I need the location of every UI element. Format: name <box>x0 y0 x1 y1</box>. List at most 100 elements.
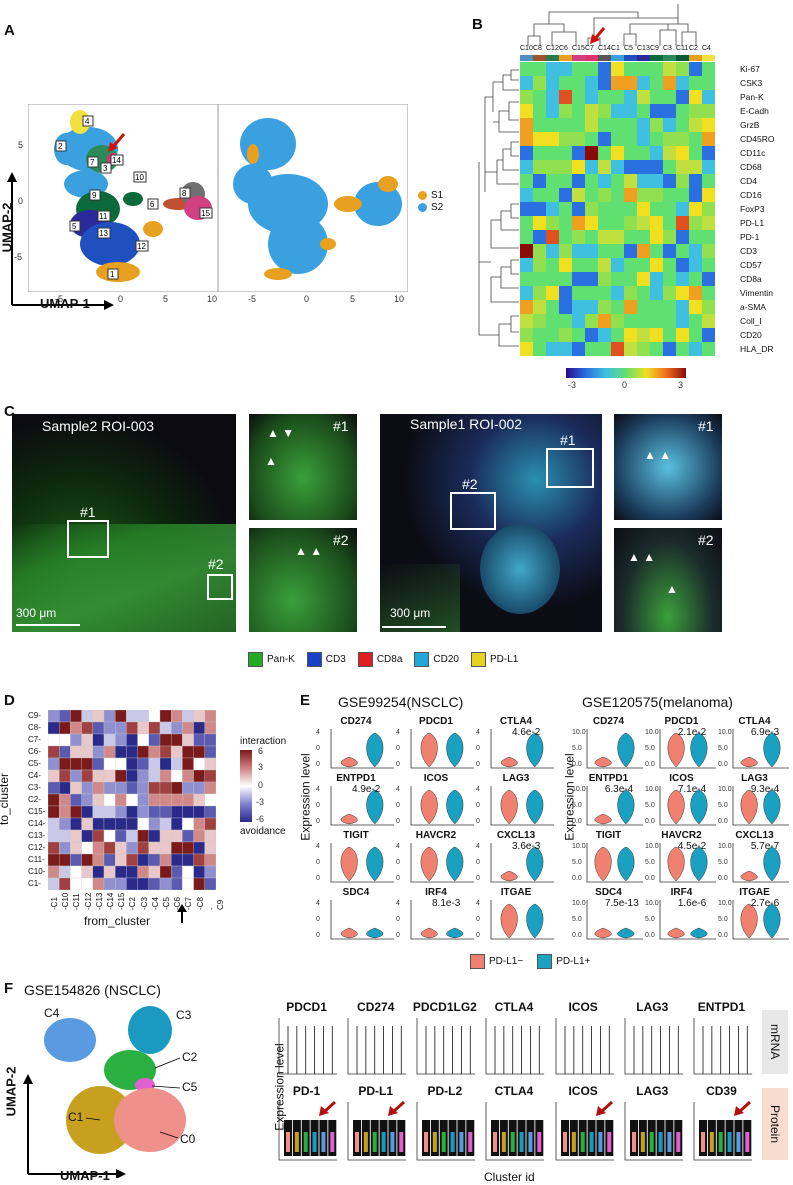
c-left-zoom-1-label: #1 <box>333 418 349 434</box>
d-heatmap-cell <box>137 721 149 735</box>
e-violin-ytick: 0 <box>316 916 320 923</box>
d-heatmap-cell <box>48 841 60 855</box>
b-heatmap-cell <box>650 132 664 147</box>
b-heatmap-cell <box>676 272 690 287</box>
b-heatmap-cell <box>676 174 690 189</box>
b-heatmap-cell <box>559 258 573 273</box>
b-heatmap-cell <box>572 342 586 356</box>
d-heatmap-cell <box>103 733 116 747</box>
b-heatmap-cell <box>611 90 625 105</box>
d-heatmap-cell <box>126 877 138 890</box>
d-col-label: -C13 <box>94 892 104 910</box>
d-heatmap-cell <box>137 769 149 783</box>
e-violin-plot <box>732 900 789 940</box>
d-heatmap-cell <box>81 745 93 759</box>
e-violin-ytick: 0 <box>396 916 400 923</box>
f-violin-plot <box>278 1102 338 1161</box>
b-heatmap-cell <box>559 230 573 245</box>
b-heatmap-cell <box>559 160 573 175</box>
c-right-roi-label-2: #2 <box>462 476 478 492</box>
b-col-label: C1 <box>611 45 620 52</box>
f-gene-label: ENTPD1 <box>697 1000 746 1014</box>
d-heatmap-cell <box>92 793 105 807</box>
b-heatmap-cell <box>650 160 664 175</box>
d-heatmap-cell <box>204 745 216 759</box>
d-heatmap-cell <box>103 721 116 735</box>
f-violin-cluster-core <box>562 1132 567 1152</box>
b-heatmap-cell <box>650 328 664 343</box>
e-violin-pvalue: 7.1e-4 <box>677 784 707 795</box>
b-heatmap-cell <box>624 104 638 119</box>
f-violin-plot <box>555 1018 614 1075</box>
b-heatmap-cell <box>520 272 534 287</box>
d-legend-tick-4: -3 <box>256 797 265 807</box>
b-row-dendrogram <box>478 69 519 347</box>
b-heatmap-cell <box>546 342 560 356</box>
d-heatmap-cell <box>148 757 161 771</box>
d-heatmap-cell <box>115 745 127 759</box>
e-violin-gene-label: CXCL13 <box>735 830 774 841</box>
b-heatmap-cell <box>611 272 625 287</box>
e-left-ylabel: Expression level <box>298 753 313 841</box>
d-heatmap-cell <box>182 781 194 795</box>
b-heatmap-cell <box>546 160 560 175</box>
b-heatmap-cell <box>650 104 664 119</box>
b-heatmap-cell <box>676 132 690 147</box>
b-heatmap-cell <box>559 146 573 161</box>
e-violin-plot <box>490 843 554 883</box>
b-heatmap-cell <box>702 62 715 77</box>
b-heatmap-cell <box>689 76 703 91</box>
d-row-label: C2- <box>28 795 41 804</box>
f-violin-cluster-core <box>736 1132 741 1152</box>
cluster-label-1: 1 <box>110 270 115 279</box>
e-violin-ytick: 0 <box>476 859 480 866</box>
e-violin <box>617 732 635 768</box>
b-heatmap-cell <box>637 286 651 301</box>
b-heatmap-cell <box>689 328 703 343</box>
f-violin-cluster-core <box>511 1132 516 1152</box>
d-heatmap-cell <box>115 757 127 771</box>
d-heatmap-cell <box>115 769 127 783</box>
d-heatmap-cell <box>92 853 105 867</box>
d-heatmap-cell <box>148 829 161 843</box>
d-heatmap-cell <box>126 853 138 867</box>
b-heatmap-cell <box>585 174 599 189</box>
e-violin <box>500 870 518 882</box>
b-heatmap-cell <box>585 132 599 147</box>
white-triangle-icon: ▲ ▲ <box>295 544 323 558</box>
b-heatmap-cell <box>624 342 638 356</box>
d-heatmap-cell <box>115 793 127 807</box>
d-heatmap-cell <box>59 865 71 879</box>
white-triangle-icon: ▲ ▲ <box>628 550 656 564</box>
b-heatmap-cell <box>585 104 599 119</box>
d-heatmap-cell <box>59 793 71 807</box>
b-heatmap-cell <box>533 146 547 161</box>
f-gene-label: ICOS <box>568 1000 598 1014</box>
b-heatmap-cell <box>624 230 638 245</box>
b-heatmap-cell <box>637 146 651 161</box>
d-heatmap-cell <box>48 793 60 807</box>
b-heatmap-cell <box>676 300 690 315</box>
e-violin-ytick: 4 <box>396 729 400 736</box>
d-heatmap-cell <box>81 877 93 890</box>
f-gene-label: LAG3 <box>636 1084 669 1098</box>
b-heatmap-cell <box>689 258 703 273</box>
up-arrow-icon <box>177 904 187 923</box>
b-col-label: C12 <box>546 45 559 52</box>
e-violin-pvalue: 4.5e-2 <box>677 841 707 852</box>
e-violin-gene-label: PDCD1 <box>664 716 699 727</box>
b-heatmap-cell <box>702 104 715 119</box>
b-heatmap-cell <box>520 244 534 259</box>
b-heatmap-cell <box>520 132 534 147</box>
b-heatmap-cell <box>520 104 534 119</box>
b-heatmap-cell <box>533 62 547 77</box>
d-heatmap-cell <box>182 733 194 747</box>
b-heatmap-cell <box>546 146 560 161</box>
b-heatmap-cell <box>624 328 638 343</box>
b-heatmap-cell <box>546 300 560 315</box>
red-arrow-icon <box>734 1100 752 1116</box>
d-heatmap-cell <box>70 781 82 795</box>
b-row-label: PD-L1 <box>740 218 765 228</box>
e-violin-plot <box>659 729 716 769</box>
e-violin-plot <box>586 900 643 940</box>
